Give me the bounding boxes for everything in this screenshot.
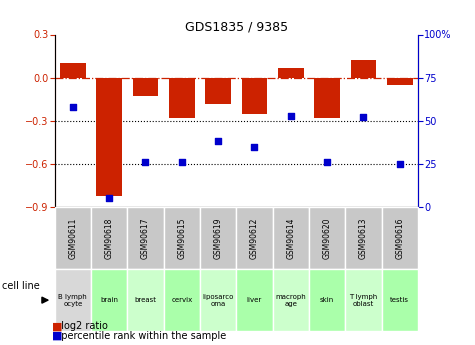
Text: B lymph
ocyte: B lymph ocyte: [58, 294, 87, 307]
Text: breast: breast: [134, 297, 156, 303]
Bar: [381, 269, 418, 331]
Point: [396, 161, 404, 167]
Text: GSM90620: GSM90620: [323, 217, 332, 259]
Text: GSM90619: GSM90619: [214, 217, 223, 259]
Bar: [309, 269, 345, 331]
Point: [360, 115, 367, 120]
Point: [69, 104, 76, 110]
Bar: [200, 207, 237, 269]
Text: GSM90618: GSM90618: [104, 217, 114, 259]
Bar: [273, 207, 309, 269]
Text: GSM90616: GSM90616: [395, 217, 404, 259]
Text: T lymph
oblast: T lymph oblast: [350, 294, 378, 307]
Bar: [163, 207, 200, 269]
Bar: [205, 78, 231, 104]
Point: [251, 144, 258, 149]
Text: GSM90612: GSM90612: [250, 217, 259, 259]
Bar: [91, 207, 127, 269]
Point: [323, 159, 331, 165]
Bar: [314, 78, 340, 118]
Bar: [345, 269, 381, 331]
Text: brain: brain: [100, 297, 118, 303]
Bar: [278, 68, 304, 78]
Text: macroph
age: macroph age: [276, 294, 306, 307]
Text: testis: testis: [390, 297, 409, 303]
Point: [142, 159, 149, 165]
Point: [105, 196, 113, 201]
Text: cervix: cervix: [171, 297, 192, 303]
Bar: [55, 269, 91, 331]
Bar: [163, 269, 200, 331]
Text: GSM90611: GSM90611: [68, 217, 77, 259]
Text: liver: liver: [247, 297, 262, 303]
Bar: [169, 78, 195, 118]
Point: [178, 159, 186, 165]
Bar: [60, 63, 86, 78]
Text: cell line: cell line: [2, 282, 40, 291]
Text: GSM90615: GSM90615: [177, 217, 186, 259]
Text: GSM90613: GSM90613: [359, 217, 368, 259]
Bar: [96, 78, 122, 196]
Point: [214, 139, 222, 144]
Bar: [381, 207, 418, 269]
Text: skin: skin: [320, 297, 334, 303]
Text: ■: ■: [52, 331, 63, 341]
Text: GSM90614: GSM90614: [286, 217, 295, 259]
Bar: [55, 207, 91, 269]
Bar: [237, 269, 273, 331]
Bar: [91, 269, 127, 331]
Bar: [127, 269, 163, 331]
Text: liposarco
oma: liposarco oma: [202, 294, 234, 307]
Bar: [237, 207, 273, 269]
Bar: [127, 207, 163, 269]
Text: GSM90617: GSM90617: [141, 217, 150, 259]
Text: log2 ratio: log2 ratio: [55, 322, 107, 331]
Point: [287, 113, 294, 118]
Bar: [387, 78, 413, 85]
Bar: [309, 207, 345, 269]
Bar: [242, 78, 267, 114]
Bar: [351, 60, 376, 78]
Bar: [273, 269, 309, 331]
Text: percentile rank within the sample: percentile rank within the sample: [55, 331, 226, 341]
Bar: [200, 269, 237, 331]
Text: ■: ■: [52, 322, 63, 331]
Bar: [133, 78, 158, 96]
Title: GDS1835 / 9385: GDS1835 / 9385: [185, 20, 288, 33]
Bar: [345, 207, 381, 269]
